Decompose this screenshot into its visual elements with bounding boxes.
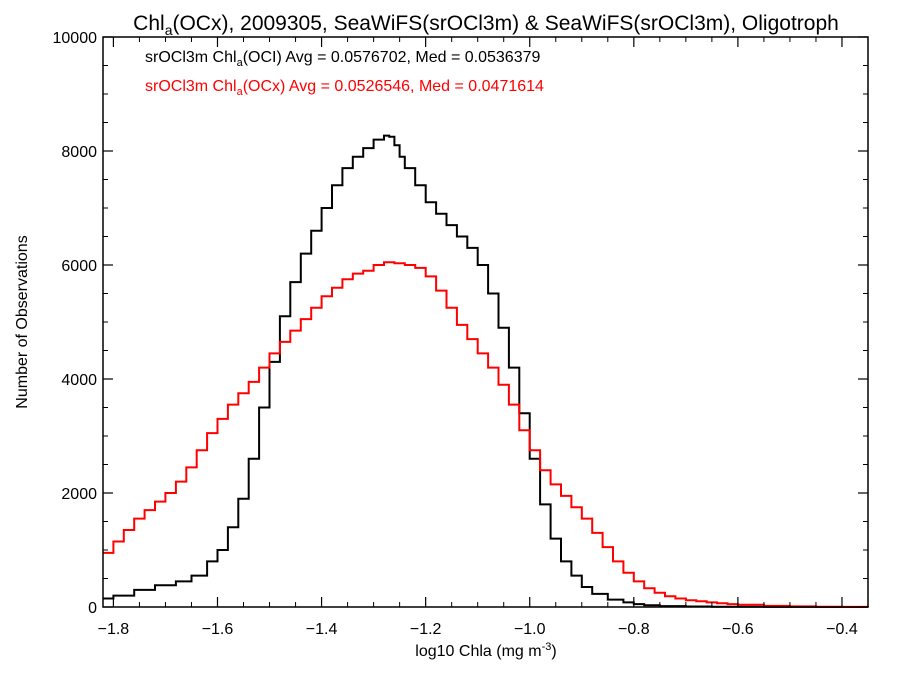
chart-title-part1: Chl: [133, 12, 165, 35]
x-tick-label: −1.6: [202, 621, 234, 638]
x-axis-label: log10 Chla (mg m-3): [415, 641, 556, 660]
x-tick-label: −0.8: [618, 621, 650, 638]
legend-entry-oci-post: (OCI) Avg = 0.0576702, Med = 0.0536379: [243, 49, 541, 66]
chart-title-part2: (OCx), 2009305, SeaWiFS(srOCl3m) & SeaWi…: [172, 12, 838, 35]
x-axis-label-main: log10 Chla (mg m: [415, 643, 541, 660]
chart-title: Chla(OCx), 2009305, SeaWiFS(srOCl3m) & S…: [133, 12, 839, 38]
x-axis-label-superscript: -3: [542, 641, 552, 653]
legend-entry-oci: srOCl3m Chla(OCI) Avg = 0.0576702, Med =…: [145, 49, 540, 69]
x-axis-label-end: ): [551, 643, 556, 660]
series-line-1: [103, 261, 869, 608]
y-tick-label: 2000: [61, 486, 97, 503]
legend-entry-ocx-post: (OCx) Avg = 0.0526546, Med = 0.0471614: [243, 78, 544, 95]
legend-entry-oci-pre: srOCl3m Chl: [145, 49, 237, 66]
plot-frame: [102, 36, 869, 608]
series-line-0: [103, 134, 868, 608]
y-tick-label: 4000: [61, 372, 97, 389]
axes: −1.8 −1.6 −1.4 −1.2 −1.0 −0.8 −0.6 −0.4 0 2000 400…: [53, 30, 869, 638]
x-tick-label: −1.4: [306, 621, 338, 638]
x-tick-label: −0.4: [826, 621, 858, 638]
legend-entry-ocx-subscript: a: [237, 86, 244, 98]
chart-title-subscript: a: [165, 22, 173, 38]
y-tick-label: 8000: [61, 144, 97, 161]
x-tick-label: −0.6: [722, 621, 754, 638]
y-axis-label: Number of Observations: [14, 235, 31, 408]
x-tick-label: −1.0: [514, 621, 546, 638]
y-tick-label: 10000: [53, 30, 98, 47]
x-tick-label: −1.2: [410, 621, 442, 638]
plot-area: [103, 134, 869, 608]
legend-entry-oci-subscript: a: [237, 57, 244, 69]
x-tick-label: −1.8: [98, 621, 130, 638]
legend-entry-ocx: srOCl3m Chla(OCx) Avg = 0.0526546, Med =…: [145, 78, 544, 98]
y-tick-label: 6000: [61, 258, 97, 275]
y-tick-label: 0: [88, 600, 97, 617]
legend-entry-ocx-pre: srOCl3m Chl: [145, 78, 237, 95]
